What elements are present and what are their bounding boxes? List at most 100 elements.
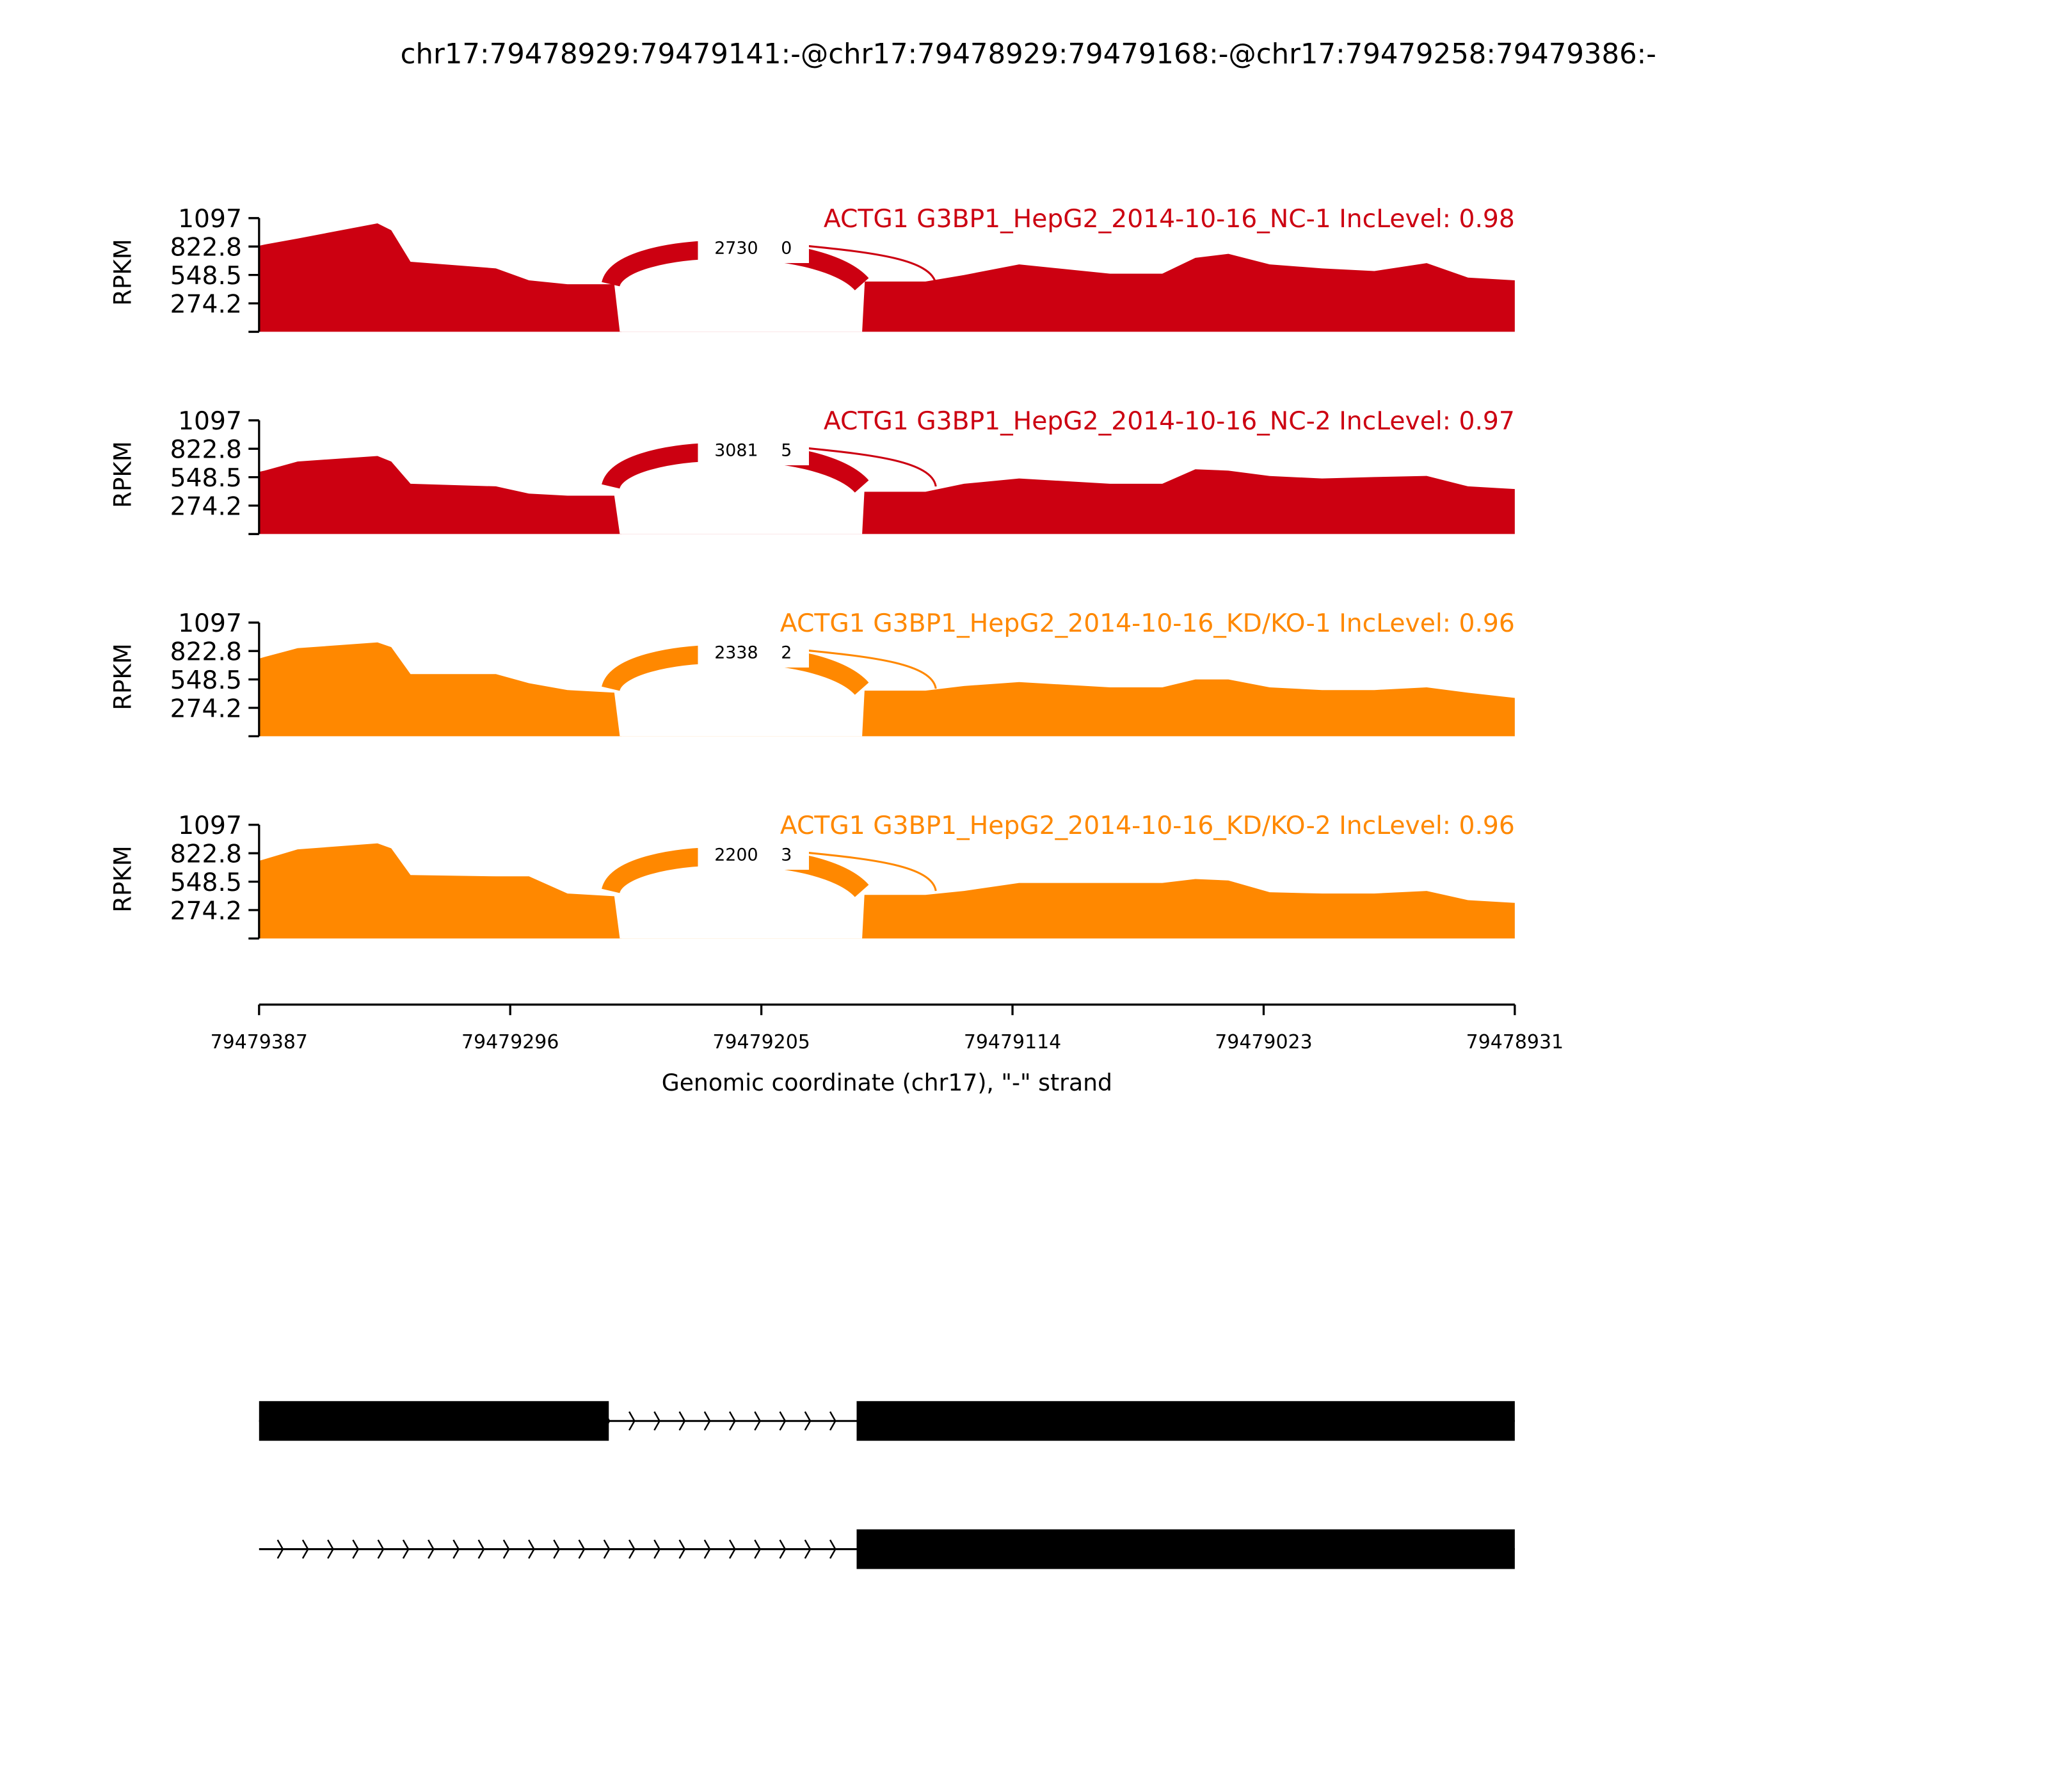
y-tick-label: 1097 bbox=[178, 609, 242, 638]
x-tick-label: 79479205 bbox=[712, 1031, 810, 1053]
coverage-area bbox=[259, 642, 1515, 737]
y-tick-label: 548.5 bbox=[170, 868, 242, 897]
strand-chevron-icon bbox=[829, 1539, 836, 1559]
strand-chevron-icon bbox=[452, 1539, 460, 1559]
exon-block bbox=[856, 1529, 1515, 1569]
x-tick-label: 79479387 bbox=[211, 1031, 308, 1053]
y-tick-label: 1097 bbox=[178, 407, 242, 436]
skipping-junction-arc bbox=[806, 851, 937, 892]
y-tick-label: 822.8 bbox=[170, 234, 242, 262]
x-axis-label: Genomic coordinate (chr17), "-" strand bbox=[662, 1069, 1112, 1096]
y-tick-label: 822.8 bbox=[170, 840, 242, 869]
junction-label-bg bbox=[698, 228, 809, 264]
x-tick-label: 79479296 bbox=[461, 1031, 559, 1053]
strand-chevron-icon bbox=[779, 1411, 787, 1431]
y-tick-label: 274.2 bbox=[170, 897, 242, 925]
strand-chevron-icon bbox=[653, 1539, 661, 1559]
skipping-count-label: 3 bbox=[781, 845, 792, 865]
strand-chevron-icon bbox=[352, 1539, 360, 1559]
strand-chevron-icon bbox=[678, 1411, 686, 1431]
y-tick-label: 1097 bbox=[178, 812, 242, 840]
strand-chevron-icon bbox=[779, 1539, 787, 1559]
inclusion-count-label: 2338 bbox=[714, 643, 758, 663]
strand-chevron-icon bbox=[628, 1539, 636, 1559]
track-3: 2338 2 ACTG1 G3BP1_HepG2_2014-10-16_KD/KO-… bbox=[108, 609, 1515, 738]
junction-label-bg bbox=[698, 431, 809, 466]
strand-chevron-icon bbox=[301, 1539, 309, 1559]
strand-chevron-icon bbox=[628, 1411, 636, 1431]
y-axis-label: RPKM bbox=[108, 441, 136, 508]
x-axis: Genomic coordinate (chr17), "-" strand 7… bbox=[211, 1004, 1564, 1096]
y-tick-label: 1097 bbox=[178, 205, 242, 234]
strand-chevron-icon bbox=[477, 1539, 485, 1559]
x-tick-label: 79478931 bbox=[1466, 1031, 1564, 1053]
y-axis-label: RPKM bbox=[108, 845, 136, 913]
strand-chevron-icon bbox=[754, 1539, 761, 1559]
gap-region bbox=[617, 483, 865, 534]
gene-models bbox=[259, 1401, 1515, 1569]
inclusion-count-label: 2730 bbox=[714, 239, 758, 259]
strand-chevron-icon bbox=[653, 1411, 661, 1431]
y-tick-label: 548.5 bbox=[170, 464, 242, 493]
strand-chevron-icon bbox=[502, 1539, 510, 1559]
strand-chevron-icon bbox=[327, 1539, 334, 1559]
y-tick-label: 548.5 bbox=[170, 262, 242, 291]
skipping-junction-arc bbox=[806, 447, 937, 487]
y-tick-label: 822.8 bbox=[170, 638, 242, 667]
y-tick-label: 274.2 bbox=[170, 290, 242, 319]
skipping-junction-arc bbox=[806, 649, 937, 689]
gap-region bbox=[617, 281, 865, 332]
strand-chevron-icon bbox=[402, 1539, 410, 1559]
coverage-area bbox=[259, 843, 1515, 939]
skipping-junction-arc bbox=[806, 244, 937, 285]
y-tick-label: 274.2 bbox=[170, 694, 242, 723]
strand-chevron-icon bbox=[728, 1539, 736, 1559]
strand-chevron-icon bbox=[804, 1411, 812, 1431]
y-axis-label: RPKM bbox=[108, 643, 136, 710]
strand-chevron-icon bbox=[528, 1539, 535, 1559]
junction-label-bg bbox=[698, 633, 809, 668]
track-label: ACTG1 G3BP1_HepG2_2014-10-16_NC-1 IncLev… bbox=[824, 205, 1515, 234]
coverage-area bbox=[259, 223, 1515, 332]
exon-block bbox=[856, 1401, 1515, 1441]
x-tick-label: 79479023 bbox=[1215, 1031, 1312, 1053]
strand-chevron-icon bbox=[578, 1539, 586, 1559]
junction-label-bg bbox=[698, 835, 809, 870]
skipping-count-label: 5 bbox=[781, 441, 792, 461]
y-tick-label: 822.8 bbox=[170, 436, 242, 465]
coverage-tracks: 2730 0 ACTG1 G3BP1_HepG2_2014-10-16_NC-1 I… bbox=[108, 205, 1515, 940]
strand-chevron-icon bbox=[804, 1539, 812, 1559]
inclusion-count-label: 3081 bbox=[714, 441, 758, 461]
track-label: ACTG1 G3BP1_HepG2_2014-10-16_NC-2 IncLev… bbox=[824, 407, 1515, 436]
strand-chevron-icon bbox=[603, 1539, 611, 1559]
track-1: 2730 0 ACTG1 G3BP1_HepG2_2014-10-16_NC-1 I… bbox=[108, 205, 1515, 333]
strand-chevron-icon bbox=[428, 1539, 435, 1559]
y-tick-label: 548.5 bbox=[170, 666, 242, 695]
exon-block bbox=[259, 1401, 609, 1441]
gap-region bbox=[617, 888, 865, 939]
strand-chevron-icon bbox=[377, 1539, 385, 1559]
strand-chevron-icon bbox=[553, 1539, 561, 1559]
strand-chevron-icon bbox=[829, 1411, 836, 1431]
track-4: 2200 3 ACTG1 G3BP1_HepG2_2014-10-16_KD/KO-… bbox=[108, 812, 1515, 940]
skipping-count-label: 0 bbox=[781, 239, 792, 259]
skipping-count-label: 2 bbox=[781, 643, 792, 663]
gene-model-2 bbox=[259, 1529, 1515, 1569]
strand-chevron-icon bbox=[703, 1539, 711, 1559]
y-tick-label: 274.2 bbox=[170, 492, 242, 521]
strand-chevron-icon bbox=[703, 1411, 711, 1431]
strand-chevron-icon bbox=[754, 1411, 761, 1431]
track-label: ACTG1 G3BP1_HepG2_2014-10-16_KD/KO-2 Inc… bbox=[780, 812, 1515, 840]
coverage-area bbox=[259, 456, 1515, 534]
gene-model-1 bbox=[259, 1401, 1515, 1441]
x-tick-label: 79479114 bbox=[964, 1031, 1061, 1053]
inclusion-count-label: 2200 bbox=[714, 845, 758, 865]
strand-chevron-icon bbox=[276, 1539, 284, 1559]
y-axis-label: RPKM bbox=[108, 239, 136, 306]
strand-chevron-icon bbox=[678, 1539, 686, 1559]
figure-title: chr17:79478929:79479141:-@chr17:79478929… bbox=[401, 38, 1656, 70]
gap-region bbox=[617, 685, 865, 737]
track-label: ACTG1 G3BP1_HepG2_2014-10-16_KD/KO-1 Inc… bbox=[780, 609, 1515, 638]
track-2: 3081 5 ACTG1 G3BP1_HepG2_2014-10-16_NC-2 I… bbox=[108, 407, 1515, 536]
